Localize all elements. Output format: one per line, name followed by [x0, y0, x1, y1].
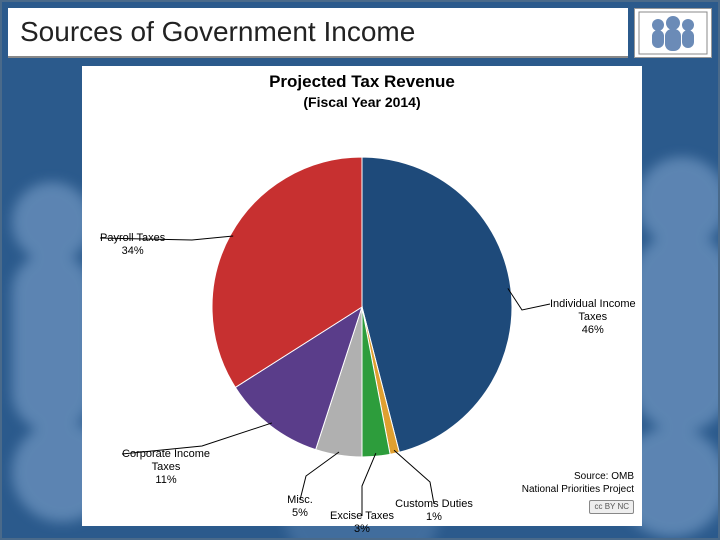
slice-label: Corporate IncomeTaxes11%	[122, 448, 210, 488]
page-title: Sources of Government Income	[20, 16, 415, 48]
source-line-2: National Priorities Project	[522, 483, 634, 496]
source-attribution: Source: OMB National Priorities Project …	[522, 470, 634, 514]
chart-subtitle: (Fiscal Year 2014)	[82, 94, 642, 110]
slice-label: Customs Duties1%	[395, 498, 473, 524]
leader-line	[362, 453, 376, 516]
license-badge: cc BY NC	[589, 500, 634, 514]
people-figures-icon	[638, 11, 708, 55]
leader-line	[508, 288, 550, 310]
slice-label: Payroll Taxes34%	[100, 232, 165, 258]
slice-label: Misc.5%	[287, 494, 313, 520]
title-bar: Sources of Government Income	[8, 8, 628, 58]
slice-label: Individual IncomeTaxes46%	[550, 298, 636, 338]
slide: Sources of Government Income Projected T…	[0, 0, 720, 540]
leader-line	[300, 452, 339, 500]
slice-label: Excise Taxes3%	[330, 510, 394, 536]
pie-wrap: Individual IncomeTaxes46%Customs Duties1…	[82, 110, 642, 520]
leader-line	[394, 450, 434, 504]
logo-box	[634, 8, 712, 58]
chart-title: Projected Tax Revenue	[82, 66, 642, 92]
chart-panel: Projected Tax Revenue (Fiscal Year 2014)…	[82, 66, 642, 526]
source-line-1: Source: OMB	[522, 470, 634, 483]
